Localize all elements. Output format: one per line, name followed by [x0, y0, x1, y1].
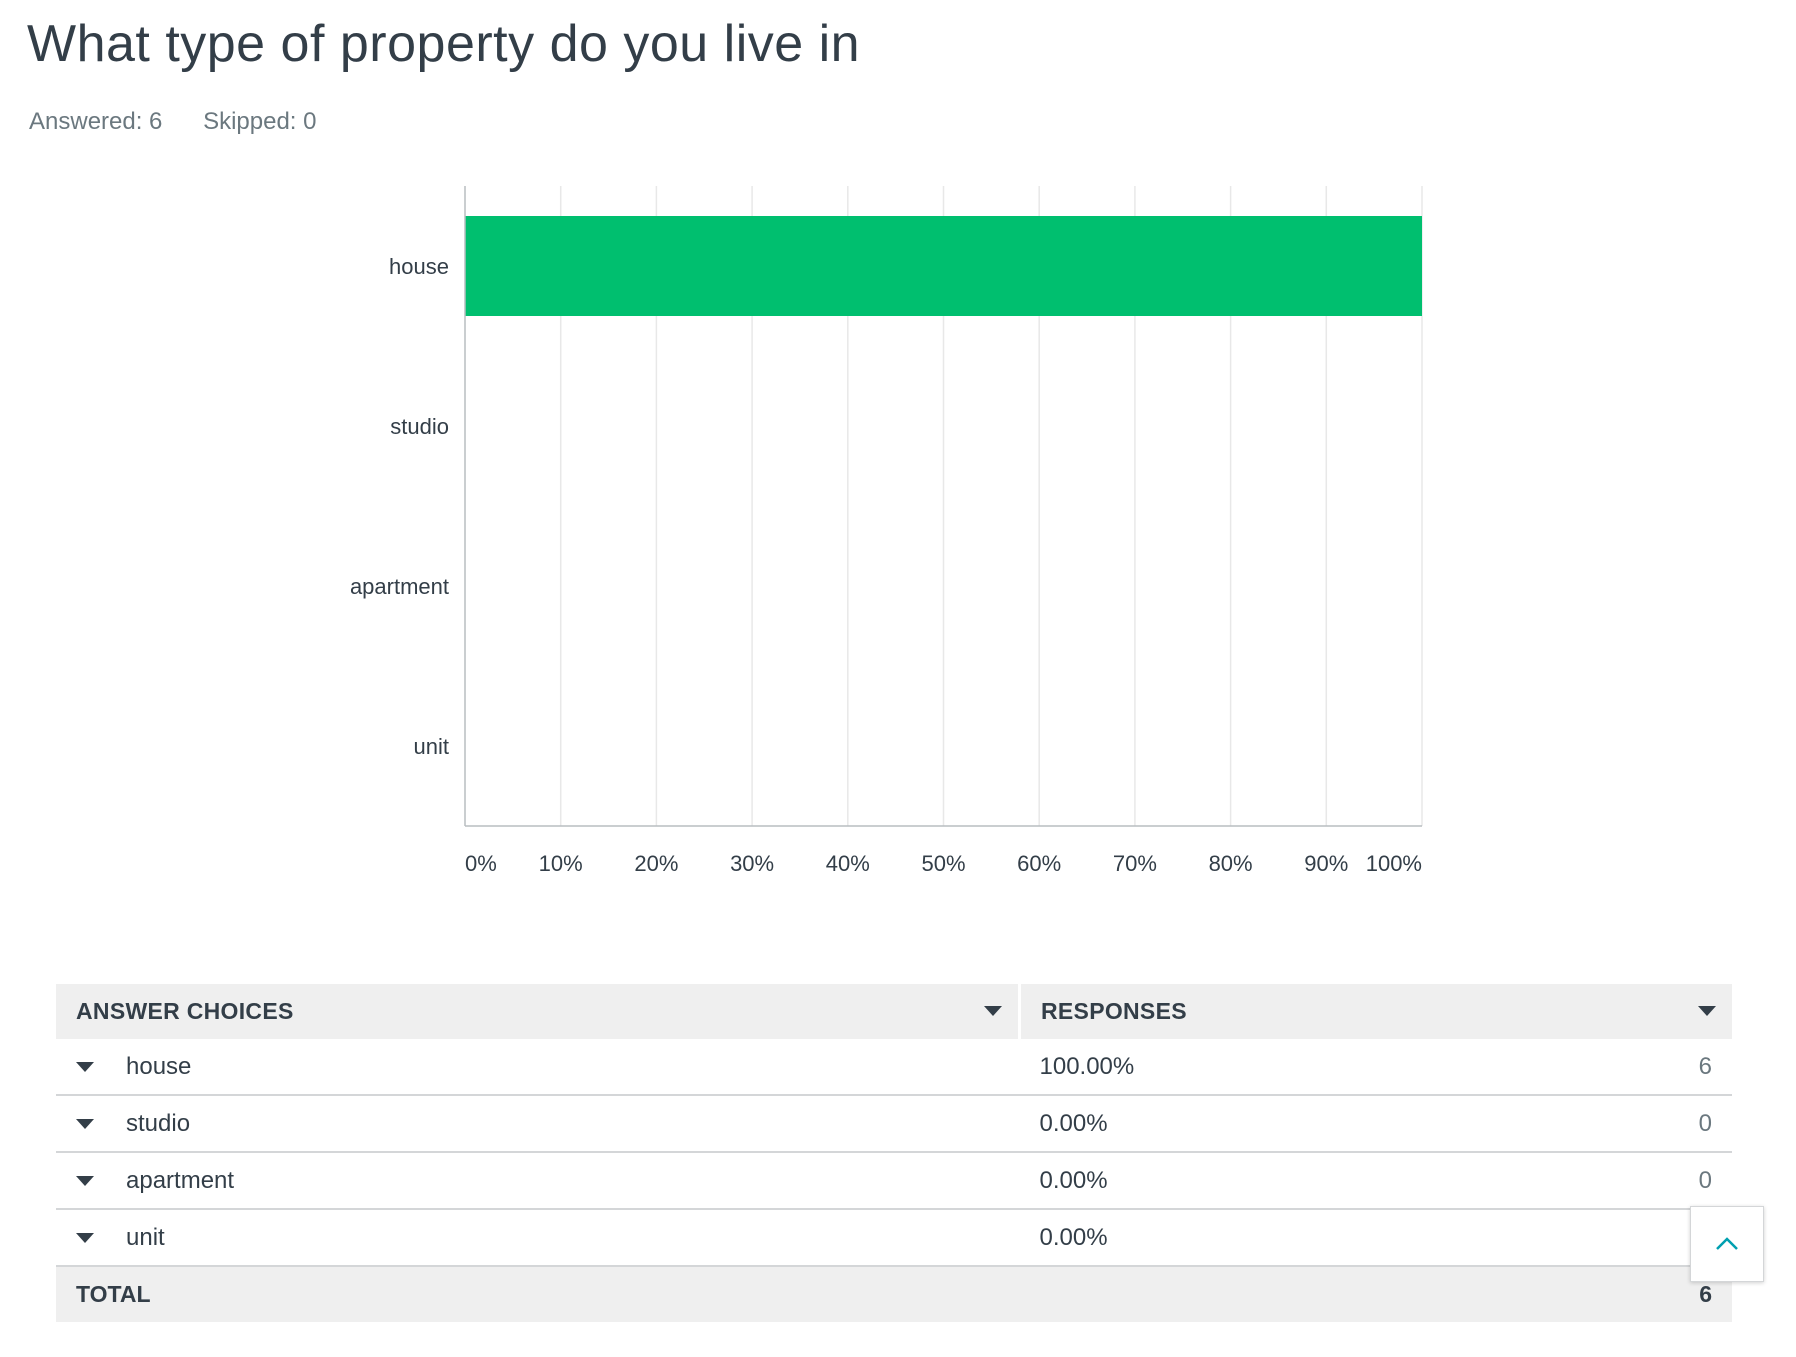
response-percent: 0.00%	[1039, 1166, 1108, 1194]
table-row: house 100.00% 6	[56, 1039, 1732, 1096]
x-tick-label: 80%	[1209, 851, 1253, 876]
category-label: house	[389, 254, 449, 279]
x-tick-label: 90%	[1304, 851, 1348, 876]
category-label: unit	[414, 734, 449, 759]
bar-chart: 0% 10% 20% 30% 40% 50% 60% 70% 80% 90% 100% house st…	[350, 186, 1423, 876]
expand-caret-icon[interactable]	[76, 1176, 94, 1187]
x-tick-label: 70%	[1113, 851, 1157, 876]
table-row: studio 0.00% 0	[56, 1095, 1732, 1153]
sort-caret-icon[interactable]	[1698, 1006, 1716, 1016]
responses-header[interactable]: RESPONSES	[1019, 984, 1732, 1039]
scroll-top-button[interactable]	[1690, 1206, 1764, 1282]
choice-label: apartment	[126, 1166, 235, 1194]
table-row: unit 0.00% 0	[56, 1209, 1732, 1267]
x-tick-label: 60%	[1017, 851, 1061, 876]
choice-label: unit	[126, 1223, 165, 1251]
x-tick-label: 20%	[634, 851, 678, 876]
total-row: TOTAL 6	[56, 1266, 1732, 1322]
table-row: apartment 0.00% 0	[56, 1152, 1732, 1210]
answer-choices-header[interactable]: ANSWER CHOICES	[56, 984, 1021, 1039]
skipped-count: Skipped: 0	[203, 108, 317, 135]
response-stats: Answered: 6 Skipped: 0	[29, 108, 351, 136]
expand-caret-icon[interactable]	[76, 1062, 94, 1073]
response-count: 0	[1529, 1095, 1732, 1153]
category-label: apartment	[350, 574, 449, 599]
x-tick-label: 30%	[730, 851, 774, 876]
page-title: What type of property do you live in	[27, 15, 861, 73]
expand-caret-icon[interactable]	[76, 1233, 94, 1244]
total-label: TOTAL	[56, 1266, 1020, 1322]
answered-count: Answered: 6	[29, 108, 163, 135]
x-tick-label: 0%	[465, 851, 497, 876]
choice-label: house	[126, 1052, 192, 1080]
response-count: 6	[1529, 1039, 1732, 1096]
chevron-up-icon	[1716, 1237, 1738, 1250]
sort-caret-icon[interactable]	[984, 1006, 1002, 1016]
category-label: studio	[390, 414, 449, 439]
results-table: ANSWER CHOICES RESPONSES house 100.00% 6…	[56, 984, 1732, 1322]
x-tick-label: 50%	[921, 851, 965, 876]
x-tick-label: 10%	[539, 851, 583, 876]
x-tick-label: 40%	[826, 851, 870, 876]
response-percent: 100.00%	[1039, 1052, 1135, 1080]
bar-house[interactable]	[465, 216, 1422, 316]
choice-label: studio	[126, 1109, 191, 1137]
response-percent: 0.00%	[1039, 1109, 1108, 1137]
response-count: 0	[1529, 1152, 1732, 1210]
expand-caret-icon[interactable]	[76, 1119, 94, 1130]
response-percent: 0.00%	[1039, 1223, 1108, 1251]
x-tick-label: 100%	[1366, 851, 1422, 876]
